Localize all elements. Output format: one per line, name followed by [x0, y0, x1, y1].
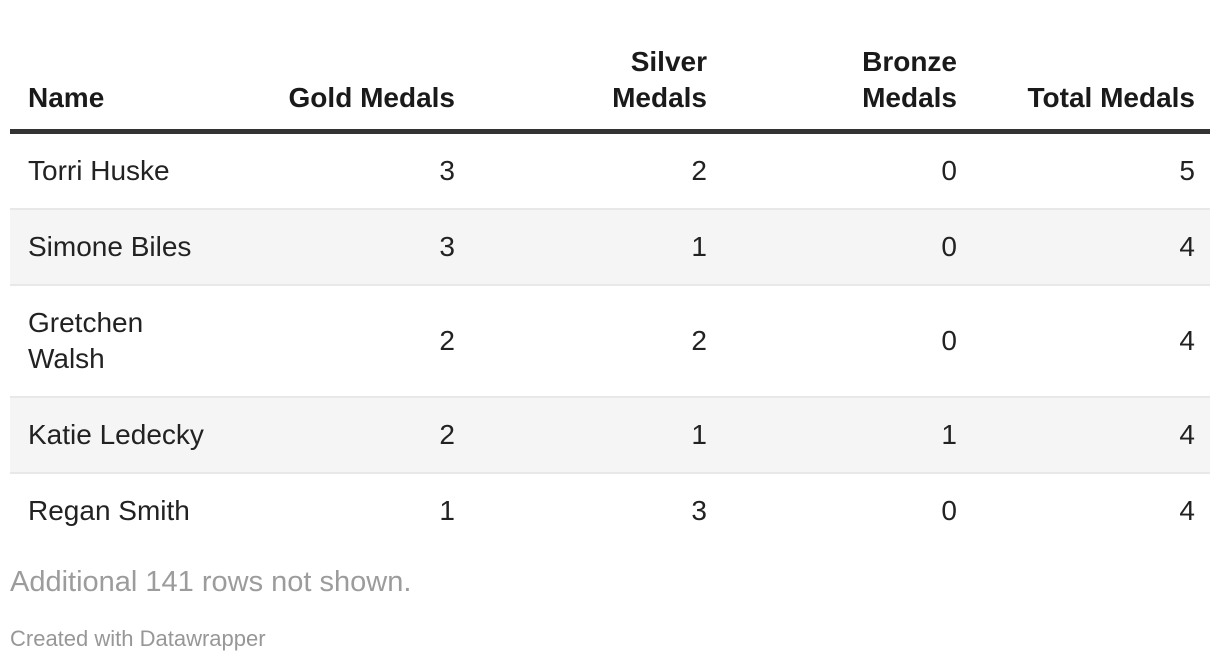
column-header-total: Total Medals [972, 0, 1210, 134]
medals-table: Name Gold Medals Silver Medals Bronze Medal… [10, 0, 1210, 548]
cell-gretchen-walsh-name: Gretchen Walsh [10, 284, 230, 397]
header-row: Name Gold Medals Silver Medals Bronze Medal… [10, 0, 1210, 134]
cell-simone-biles-name: Simone Biles [10, 208, 230, 285]
cell-simone-biles-total: 4 [972, 208, 1210, 285]
table-row-gretchen-walsh: Gretchen Walsh 2 2 0 4 [10, 284, 1210, 397]
cell-simone-biles-bronze: 0 [722, 208, 972, 285]
cell-katie-ledecky-gold: 2 [230, 396, 470, 473]
column-header-silver: Silver Medals [470, 0, 722, 134]
cell-simone-biles-gold: 3 [230, 208, 470, 285]
cell-katie-ledecky-total: 4 [972, 396, 1210, 473]
table-body: Torri Huske 3 2 0 5 Simone Biles 3 1 0 4 Gretchen … [10, 132, 1210, 548]
cell-regan-smith-gold: 1 [230, 472, 470, 548]
table-row-torri-huske: Torri Huske 3 2 0 5 [10, 132, 1210, 210]
cell-torri-huske-gold: 3 [439, 155, 455, 186]
cell-gretchen-walsh-silver: 2 [470, 284, 722, 397]
table-header: Name Gold Medals Silver Medals Bronze Medal… [10, 0, 1210, 134]
table-row-regan-smith: Regan Smith 1 3 0 4 [10, 472, 1210, 548]
cell-katie-ledecky-bronze: 1 [722, 396, 972, 473]
column-header-name: Name [10, 0, 230, 134]
cell-gretchen-walsh-gold: 2 [230, 284, 470, 397]
cell-simone-biles-silver: 1 [470, 208, 722, 285]
attribution: Created with Datawrapper [10, 626, 1210, 652]
cell-torri-huske-silver: 2 [691, 155, 707, 186]
cell-regan-smith-name: Regan Smith [10, 472, 230, 548]
cell-torri-huske-total: 5 [1179, 155, 1195, 186]
cell-torri-huske-bronze: 0 [941, 155, 957, 186]
cell-regan-smith-total: 4 [972, 472, 1210, 548]
cell-katie-ledecky-name: Katie Ledecky [10, 396, 230, 473]
cell-regan-smith-bronze: 0 [722, 472, 972, 548]
column-header-gold: Gold Medals [230, 0, 470, 134]
cell-regan-smith-silver: 3 [470, 472, 722, 548]
column-header-bronze: Bronze Medals [722, 0, 972, 134]
datawrapper-link[interactable]: Created with Datawrapper [10, 626, 266, 651]
table-row-simone-biles: Simone Biles 3 1 0 4 [10, 208, 1210, 285]
footnote-additional-rows: Additional 141 rows not shown. [10, 566, 412, 598]
cell-gretchen-walsh-total: 4 [972, 284, 1210, 397]
table-row-katie-ledecky: Katie Ledecky 2 1 1 4 [10, 396, 1210, 473]
cell-gretchen-walsh-bronze: 0 [722, 284, 972, 397]
cell-torri-huske-name: Torri Huske [28, 155, 170, 186]
cell-katie-ledecky-silver: 1 [470, 396, 722, 473]
